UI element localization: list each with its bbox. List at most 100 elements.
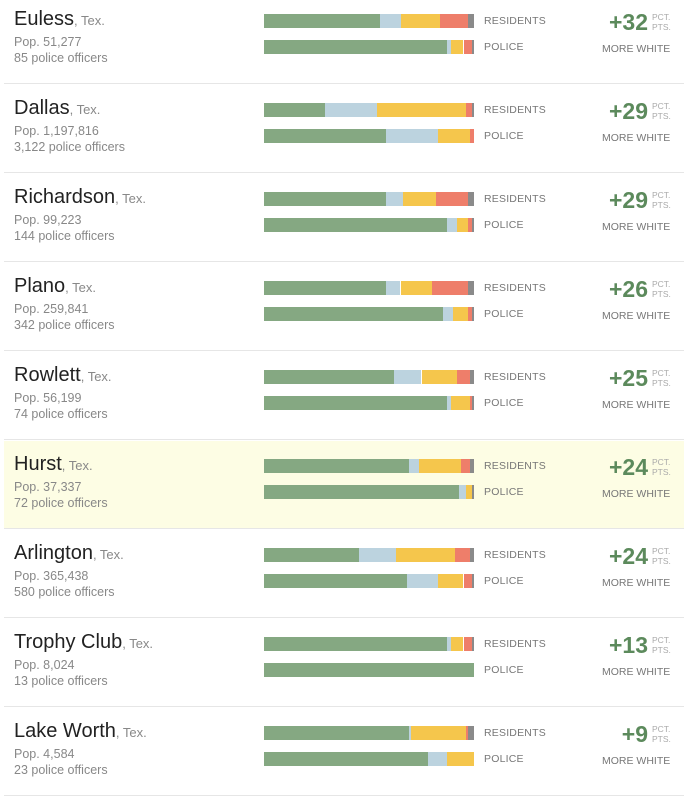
residents-bar-segment-black <box>385 281 401 295</box>
pct-pts-label: PCT. PTS. <box>652 279 671 299</box>
police-bar-segment-white <box>264 129 386 143</box>
residents-label: RESIDENTS <box>484 549 546 561</box>
residents-bar-segment-asian <box>465 726 468 740</box>
city-row-plano: Plano, Tex. Pop. 259,841 342 police office… <box>4 263 684 351</box>
police-bar-segment-hispanic <box>450 396 470 410</box>
city-row-arlington: Arlington, Tex. Pop. 365,438 580 police of… <box>4 530 684 618</box>
residents-bar-segment-other <box>469 548 474 562</box>
police-bar-segment-other <box>471 396 474 410</box>
city-population: Pop. 365,438 <box>14 569 89 583</box>
residents-bar-segment-white <box>264 281 386 295</box>
city-population: Pop. 51,277 <box>14 35 82 49</box>
police-bar-segment-white <box>264 218 447 232</box>
residents-label: RESIDENTS <box>484 282 546 294</box>
police-bar-segment-white <box>264 40 447 54</box>
police-bar-segment-asian <box>467 307 472 321</box>
city-officers: 144 police officers <box>14 229 115 243</box>
police-bar-segment-asian <box>463 40 472 54</box>
city-name: Richardson, Tex. <box>14 186 147 208</box>
city-state: , Tex. <box>69 102 101 117</box>
residents-bar-segment-black <box>324 103 378 117</box>
police-bar-segment-white <box>264 396 447 410</box>
residents-bar-segment-hispanic <box>419 459 462 473</box>
residents-bar <box>264 459 474 473</box>
police-bar-segment-other <box>471 485 474 499</box>
police-bar-segment-hispanic <box>465 485 472 499</box>
city-name: Plano, Tex. <box>14 275 96 297</box>
residents-bar <box>264 14 474 28</box>
pct-pts-label: PCT. PTS. <box>652 457 671 477</box>
residents-bar-segment-asian <box>461 459 470 473</box>
city-name: Dallas, Tex. <box>14 97 101 119</box>
residents-bar-segment-white <box>264 192 386 206</box>
pct-pts-label: PCT. PTS. <box>652 101 671 121</box>
city-row-rowlett: Rowlett, Tex. Pop. 56,199 74 police office… <box>4 352 684 440</box>
white-gap-value: +32 <box>608 9 648 35</box>
police-bar-segment-other <box>471 574 474 588</box>
police-bar-segment-black <box>442 307 453 321</box>
police-bar-segment-white <box>264 307 443 321</box>
residents-bar-segment-white <box>264 548 359 562</box>
city-population: Pop. 259,841 <box>14 302 89 316</box>
city-name: Arlington, Tex. <box>14 542 124 564</box>
police-bar-segment-black <box>385 129 439 143</box>
police-label: POLICE <box>484 308 524 320</box>
residents-bar-segment-hispanic <box>450 637 464 651</box>
police-bar-segment-white <box>264 485 460 499</box>
police-bar <box>264 485 474 499</box>
residents-bar-segment-hispanic <box>377 103 466 117</box>
city-officers: 13 police officers <box>14 674 108 688</box>
police-bar-segment-hispanic <box>450 40 464 54</box>
residents-bar-segment-asian <box>455 548 470 562</box>
pct-pts-label: PCT. PTS. <box>652 546 671 566</box>
residents-bar-segment-white <box>264 459 409 473</box>
residents-bar-segment-white <box>264 370 395 384</box>
police-bar-segment-hispanic <box>446 752 474 766</box>
police-bar-segment-white <box>264 752 428 766</box>
city-state: , Tex. <box>115 725 147 740</box>
more-white-label: MORE WHITE <box>602 666 671 678</box>
residents-bar-segment-black <box>358 548 397 562</box>
police-bar-segment-other <box>471 307 474 321</box>
residents-bar-segment-other <box>469 459 474 473</box>
police-bar-segment-asian <box>469 396 472 410</box>
more-white-label: MORE WHITE <box>602 132 671 144</box>
residents-bar-segment-other <box>469 370 474 384</box>
police-bar-segment-hispanic <box>438 574 464 588</box>
residents-bar <box>264 281 474 295</box>
more-white-label: MORE WHITE <box>602 755 671 767</box>
police-bar <box>264 307 474 321</box>
more-white-label: MORE WHITE <box>602 488 671 500</box>
residents-bar <box>264 548 474 562</box>
residents-bar-segment-other <box>467 14 474 28</box>
police-bar <box>264 752 474 766</box>
police-label: POLICE <box>484 575 524 587</box>
police-bar-segment-black <box>459 485 466 499</box>
city-state: , Tex. <box>74 13 105 28</box>
city-state: , Tex. <box>92 547 124 562</box>
police-bar-segment-black <box>427 752 447 766</box>
residents-bar <box>264 637 474 651</box>
white-gap-value: +24 <box>608 454 648 480</box>
city-row-hurst: Hurst, Tex. Pop. 37,337 72 police officers… <box>4 441 684 529</box>
residents-bar <box>264 726 474 740</box>
residents-bar-segment-black <box>446 637 451 651</box>
residents-bar-segment-other <box>467 726 474 740</box>
city-state: , Tex. <box>115 191 147 206</box>
city-name: Rowlett, Tex. <box>14 364 112 386</box>
police-label: POLICE <box>484 486 524 498</box>
city-row-euless: Euless, Tex. Pop. 51,277 85 police officer… <box>4 0 684 84</box>
residents-bar-segment-black <box>408 459 420 473</box>
police-bar <box>264 218 474 232</box>
more-white-label: MORE WHITE <box>602 310 671 322</box>
residents-label: RESIDENTS <box>484 638 546 650</box>
police-bar-segment-other <box>471 218 474 232</box>
pct-pts-label: PCT. PTS. <box>652 12 671 32</box>
residents-bar <box>264 192 474 206</box>
city-population: Pop. 37,337 <box>14 480 82 494</box>
residents-bar-segment-other <box>467 192 474 206</box>
city-officers: 342 police officers <box>14 318 115 332</box>
city-row-richardson: Richardson, Tex. Pop. 99,223 144 police of… <box>4 174 684 262</box>
police-label: POLICE <box>484 41 524 53</box>
residents-bar-segment-white <box>264 726 409 740</box>
